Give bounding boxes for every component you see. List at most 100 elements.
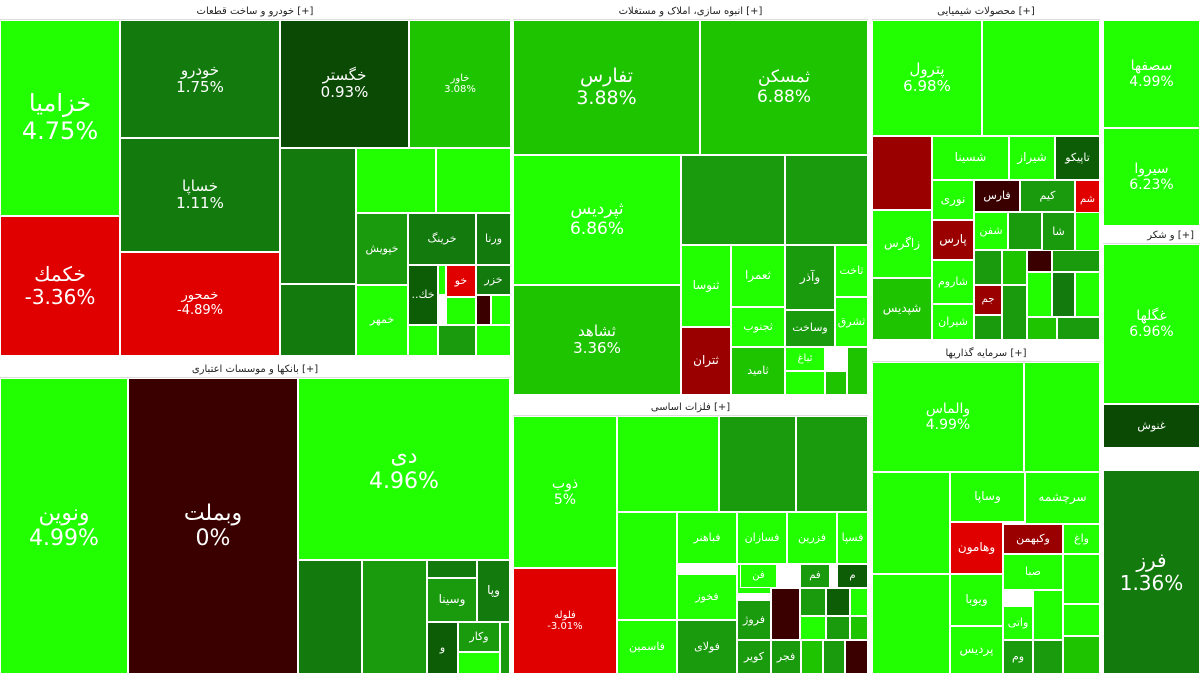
stock-tile[interactable]: شاروم: [932, 260, 974, 304]
stock-tile[interactable]: خمحور -4.89%: [120, 252, 280, 356]
stock-tile[interactable]: [982, 20, 1100, 136]
stock-tile[interactable]: [1024, 362, 1100, 472]
stock-tile[interactable]: تاپیکو: [1055, 136, 1100, 180]
stock-tile[interactable]: [1075, 272, 1100, 317]
stock-tile[interactable]: پردیس: [950, 626, 1003, 674]
stock-tile[interactable]: خودرو 1.75%: [120, 20, 280, 138]
stock-tile[interactable]: خگستر 0.93%: [280, 20, 409, 148]
stock-tile[interactable]: [785, 371, 825, 395]
stock-tile[interactable]: سیروا 6.23%: [1103, 128, 1200, 226]
stock-tile[interactable]: ثتران: [681, 327, 731, 395]
stock-tile[interactable]: فاسمین: [617, 620, 677, 674]
stock-tile[interactable]: وساخت: [785, 310, 835, 347]
stock-tile[interactable]: خپویش: [356, 213, 408, 285]
stock-tile[interactable]: نوری: [932, 180, 974, 220]
stock-tile[interactable]: دی 4.96%: [298, 378, 510, 560]
stock-tile[interactable]: [1063, 604, 1100, 636]
stock-tile[interactable]: [476, 295, 491, 325]
stock-tile[interactable]: [872, 574, 950, 674]
sector-header[interactable]: محصولات شیمیایی [+]: [872, 3, 1100, 20]
stock-tile[interactable]: فباهنر: [677, 512, 737, 564]
stock-tile[interactable]: وم: [1003, 640, 1033, 674]
stock-tile[interactable]: خرینگ: [408, 213, 476, 265]
stock-tile[interactable]: [845, 640, 868, 674]
stock-tile[interactable]: وپا: [477, 560, 510, 622]
stock-tile[interactable]: [825, 371, 847, 395]
stock-tile[interactable]: [974, 250, 1002, 285]
stock-tile[interactable]: کیم: [1020, 180, 1075, 212]
stock-tile[interactable]: فروژ: [737, 600, 771, 640]
stock-tile[interactable]: [500, 622, 510, 674]
stock-tile[interactable]: کویر: [737, 640, 771, 674]
stock-tile[interactable]: [826, 616, 850, 640]
stock-tile[interactable]: [1052, 250, 1100, 272]
stock-tile[interactable]: [1002, 250, 1027, 285]
stock-tile[interactable]: فم: [800, 564, 830, 588]
sector-header[interactable]: انبوه سازی، املاک و مستغلات [+]: [513, 3, 868, 20]
stock-tile[interactable]: [438, 265, 446, 295]
stock-tile[interactable]: خساپا 1.11%: [120, 138, 280, 252]
stock-tile[interactable]: [1052, 272, 1075, 317]
stock-tile[interactable]: ویوبا: [950, 574, 1003, 626]
stock-tile[interactable]: شا: [1042, 212, 1075, 252]
stock-tile[interactable]: [617, 512, 677, 620]
stock-tile[interactable]: م: [837, 564, 868, 588]
stock-tile[interactable]: [872, 472, 950, 574]
stock-tile[interactable]: خاور 3.08%: [409, 20, 511, 148]
stock-tile[interactable]: وکبهمن: [1003, 524, 1063, 554]
stock-tile[interactable]: [850, 616, 868, 640]
stock-tile[interactable]: [719, 416, 796, 512]
stock-tile[interactable]: ورنا: [476, 213, 511, 265]
stock-tile[interactable]: [1002, 285, 1027, 340]
stock-tile[interactable]: تفارس 3.88%: [513, 20, 700, 155]
stock-tile[interactable]: ثامید: [731, 347, 785, 395]
stock-tile[interactable]: [1057, 317, 1100, 340]
stock-tile[interactable]: [1063, 636, 1100, 674]
stock-tile[interactable]: [785, 155, 868, 245]
stock-tile[interactable]: فارس: [974, 180, 1020, 212]
stock-tile[interactable]: [796, 416, 868, 512]
stock-tile[interactable]: ثشاهد 3.36%: [513, 285, 681, 395]
stock-tile[interactable]: [298, 560, 362, 674]
stock-tile[interactable]: واغ: [1063, 524, 1100, 554]
stock-tile[interactable]: [1033, 590, 1063, 640]
stock-tile[interactable]: ذوب 5%: [513, 416, 617, 568]
stock-tile[interactable]: شپدیس: [872, 278, 932, 340]
stock-tile[interactable]: وکار: [458, 622, 500, 652]
stock-tile[interactable]: غنوش: [1103, 404, 1200, 448]
stock-tile[interactable]: جم: [974, 285, 1002, 315]
stock-tile[interactable]: [446, 297, 476, 325]
stock-tile[interactable]: شفن: [974, 212, 1008, 250]
stock-tile[interactable]: شسینا: [932, 136, 1009, 180]
stock-tile[interactable]: واتی: [1003, 606, 1033, 640]
stock-tile[interactable]: ثشرق: [835, 297, 868, 347]
stock-tile[interactable]: سرچشمه: [1025, 472, 1100, 524]
stock-tile[interactable]: [1033, 640, 1063, 674]
stock-tile[interactable]: وساپا: [950, 472, 1025, 522]
stock-tile[interactable]: ثباغ: [785, 347, 825, 371]
stock-tile[interactable]: [458, 652, 500, 674]
stock-tile[interactable]: [850, 588, 868, 616]
stock-tile[interactable]: [1008, 212, 1042, 250]
stock-tile[interactable]: وسینا: [427, 578, 477, 622]
stock-tile[interactable]: وآذر: [785, 245, 835, 310]
stock-tile[interactable]: [826, 588, 850, 616]
stock-tile[interactable]: فن: [740, 564, 777, 588]
stock-tile[interactable]: غگلها 6.96%: [1103, 244, 1200, 404]
stock-tile[interactable]: [436, 148, 511, 213]
stock-tile[interactable]: صبا: [1003, 554, 1063, 590]
stock-tile[interactable]: فلوله -3.01%: [513, 568, 617, 674]
stock-tile[interactable]: و: [427, 622, 458, 674]
stock-tile[interactable]: فسازان: [737, 512, 787, 564]
stock-tile[interactable]: [847, 347, 868, 395]
stock-tile[interactable]: فولای: [677, 620, 737, 674]
stock-tile[interactable]: ثاخت: [835, 245, 868, 297]
stock-tile[interactable]: ثنوسا: [681, 245, 731, 327]
stock-tile[interactable]: [362, 560, 427, 674]
stock-tile[interactable]: [823, 640, 845, 674]
stock-tile[interactable]: [872, 136, 932, 210]
stock-tile[interactable]: [801, 640, 823, 674]
stock-tile[interactable]: شیراز: [1009, 136, 1055, 180]
sector-header[interactable]: فلزات اساسی [+]: [513, 399, 868, 416]
stock-tile[interactable]: ثعمرا: [731, 245, 785, 307]
